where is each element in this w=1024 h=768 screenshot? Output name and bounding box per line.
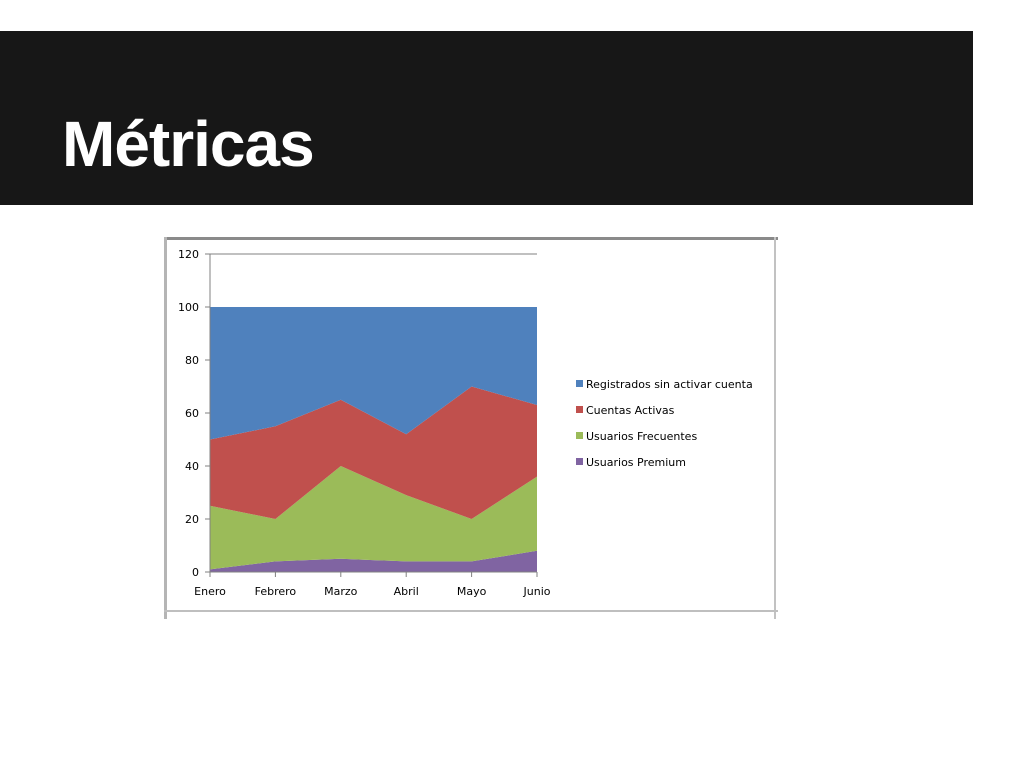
chart-frame-edge-right bbox=[774, 237, 776, 619]
legend-label: Usuarios Premium bbox=[586, 456, 686, 469]
legend-label: Registrados sin activar cuenta bbox=[586, 378, 753, 391]
x-tick-label: Marzo bbox=[324, 585, 358, 598]
x-tick-label: Febrero bbox=[255, 585, 297, 598]
chart-frame-edge-left bbox=[164, 237, 167, 619]
legend-swatch bbox=[576, 432, 583, 439]
x-tick-label: Enero bbox=[194, 585, 226, 598]
x-tick-label: Mayo bbox=[457, 585, 487, 598]
y-tick-label: 100 bbox=[178, 301, 199, 314]
area-series-cuentas-activas bbox=[210, 386, 537, 519]
area-series-usuarios-premium bbox=[210, 550, 537, 572]
x-tick-label: Abril bbox=[394, 585, 419, 598]
legend-swatch bbox=[576, 406, 583, 413]
y-tick-label: 60 bbox=[185, 407, 199, 420]
title-bar bbox=[0, 31, 973, 205]
area-series-registrados-sin-activar-cuenta bbox=[210, 307, 537, 440]
area-series-usuarios-frecuentes bbox=[210, 466, 537, 570]
y-tick-label: 120 bbox=[178, 248, 199, 261]
chart-frame: 0 20 40 60 80 100 120 Enero Febrero Marzo Abril May… bbox=[164, 237, 778, 619]
stacked-area-chart: 0 20 40 60 80 100 120 Enero Febrero Marzo Abril May… bbox=[178, 248, 753, 598]
legend-label: Usuarios Frecuentes bbox=[586, 430, 697, 443]
legend-swatch bbox=[576, 458, 583, 465]
legend-swatch bbox=[576, 380, 583, 387]
chart-frame-edge-top bbox=[164, 237, 778, 240]
legend-label: Cuentas Activas bbox=[586, 404, 675, 417]
y-tick-label: 80 bbox=[185, 354, 199, 367]
y-tick-label: 20 bbox=[185, 513, 199, 526]
chart-frame-edge-bottom bbox=[164, 610, 778, 612]
slide-title: Métricas bbox=[62, 108, 315, 180]
x-tick-label: Junio bbox=[523, 585, 551, 598]
y-tick-label: 0 bbox=[192, 566, 199, 579]
y-tick-label: 40 bbox=[185, 460, 199, 473]
